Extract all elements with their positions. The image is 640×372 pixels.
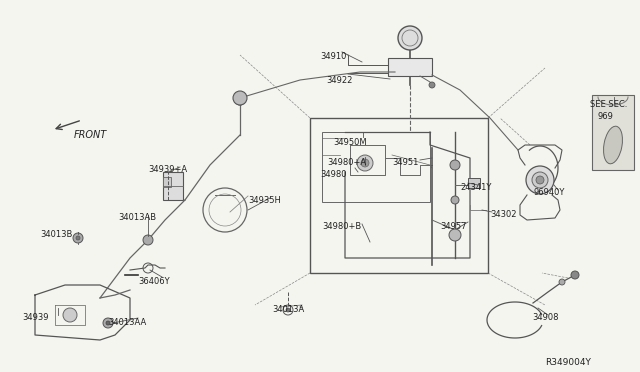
- Text: 34980+B: 34980+B: [322, 222, 361, 231]
- Bar: [310, 118, 488, 273]
- Text: 34013B: 34013B: [40, 230, 72, 239]
- Text: 34980: 34980: [320, 170, 346, 179]
- Circle shape: [526, 166, 554, 194]
- Text: 34957: 34957: [440, 222, 467, 231]
- Circle shape: [233, 91, 247, 105]
- Circle shape: [449, 229, 461, 241]
- Bar: [163, 177, 171, 187]
- Text: R349004Y: R349004Y: [545, 358, 591, 367]
- Text: 34013AA: 34013AA: [108, 318, 147, 327]
- Text: 969: 969: [598, 112, 614, 121]
- Circle shape: [63, 308, 77, 322]
- Text: 34922: 34922: [326, 76, 353, 85]
- Bar: [592, 95, 634, 170]
- Text: 34951: 34951: [392, 158, 419, 167]
- Circle shape: [450, 160, 460, 170]
- Circle shape: [103, 318, 113, 328]
- Text: FRONT: FRONT: [74, 130, 108, 140]
- Circle shape: [559, 279, 565, 285]
- Bar: [322, 132, 430, 202]
- Text: 34302: 34302: [490, 210, 516, 219]
- Text: 34939: 34939: [22, 313, 49, 322]
- Text: 34939+A: 34939+A: [148, 165, 187, 174]
- Circle shape: [429, 82, 435, 88]
- Circle shape: [143, 235, 153, 245]
- Ellipse shape: [604, 126, 623, 164]
- Text: 24341Y: 24341Y: [460, 183, 492, 192]
- Circle shape: [571, 271, 579, 279]
- Text: 34950M: 34950M: [333, 138, 367, 147]
- Circle shape: [357, 155, 373, 171]
- Text: 34910: 34910: [320, 52, 346, 61]
- Circle shape: [76, 236, 80, 240]
- Circle shape: [286, 308, 290, 312]
- Text: 96940Y: 96940Y: [534, 188, 565, 197]
- Circle shape: [235, 95, 245, 105]
- Circle shape: [398, 26, 422, 50]
- Circle shape: [106, 321, 110, 325]
- Text: 34980+A: 34980+A: [327, 158, 366, 167]
- Circle shape: [532, 172, 548, 188]
- Text: 34013A: 34013A: [272, 305, 304, 314]
- Text: 36406Y: 36406Y: [138, 277, 170, 286]
- Circle shape: [361, 159, 369, 167]
- Bar: [163, 172, 183, 200]
- Text: SEE SEC.: SEE SEC.: [590, 100, 627, 109]
- Text: 34908: 34908: [532, 313, 559, 322]
- Text: 34013AB: 34013AB: [118, 213, 156, 222]
- Text: 34935H: 34935H: [248, 196, 281, 205]
- Bar: [388, 58, 432, 76]
- Circle shape: [451, 196, 459, 204]
- Bar: [468, 178, 480, 188]
- Circle shape: [536, 176, 544, 184]
- Circle shape: [73, 233, 83, 243]
